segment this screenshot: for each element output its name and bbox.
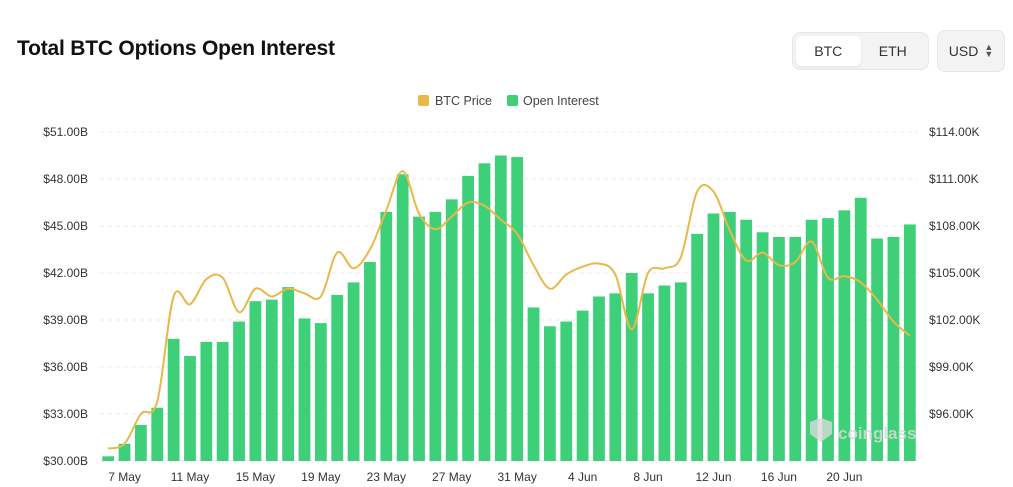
oi-bar <box>527 307 540 461</box>
btc-price-line <box>107 170 911 450</box>
oi-bar <box>871 238 883 461</box>
y-left-tick-label: $33.00B <box>43 407 88 421</box>
oi-bar <box>282 287 295 461</box>
oi-bar <box>691 233 704 461</box>
oi-bar <box>364 262 376 461</box>
oi-bar <box>494 155 507 461</box>
oi-bar <box>723 211 736 461</box>
oi-bar <box>118 443 131 461</box>
oi-bar <box>642 293 654 461</box>
oi-bar <box>331 294 344 461</box>
oi-bar <box>445 199 458 461</box>
oi-bar <box>249 301 262 461</box>
x-tick-label: 7 May <box>108 470 141 484</box>
legend-swatch-open-interest <box>507 95 518 106</box>
currency-value: USD <box>948 43 979 59</box>
x-tick-label: 16 Jun <box>761 470 797 484</box>
y-left-tick-label: $45.00B <box>43 219 88 233</box>
oi-bar <box>903 224 916 461</box>
oi-bar <box>151 407 164 461</box>
oi-bar <box>314 323 327 461</box>
oi-bar <box>560 321 573 461</box>
y-left-tick-label: $51.00B <box>43 125 88 139</box>
oi-bar <box>740 219 753 461</box>
coinglass-logo-icon <box>810 418 832 442</box>
oi-bar <box>429 211 442 461</box>
oi-bar <box>658 285 671 461</box>
oi-bar <box>396 174 409 462</box>
oi-bar <box>135 424 147 461</box>
x-tick-label: 8 Jun <box>633 470 662 484</box>
y-right-tick-label: $108.00K <box>929 219 980 233</box>
oi-bar <box>347 282 360 461</box>
x-tick-label: 27 May <box>432 470 471 484</box>
x-tick-label: 23 May <box>367 470 406 484</box>
y-right-tick-label: $99.00K <box>929 360 974 374</box>
y-left-tick-label: $39.00B <box>43 313 88 327</box>
oi-bar <box>462 175 474 461</box>
oi-bar <box>576 310 589 461</box>
oi-bar <box>838 210 851 461</box>
y-left-tick-label: $42.00B <box>43 266 88 280</box>
x-tick-label: 20 Jun <box>826 470 862 484</box>
oi-bar <box>200 341 213 461</box>
oi-bar <box>298 318 311 461</box>
y-right-tick-label: $111.00K <box>929 172 979 186</box>
oi-bar <box>773 236 785 461</box>
oi-bar <box>854 197 867 462</box>
oi-bar <box>593 296 605 461</box>
oi-bar <box>265 299 278 461</box>
oi-bar <box>674 282 687 461</box>
asset-toggle: BTC ETH <box>792 32 929 70</box>
x-tick-label: 19 May <box>301 470 340 484</box>
oi-bar <box>609 293 622 461</box>
chevron-up-down-icon: ▲ ▼ <box>984 42 994 59</box>
legend-label-open-interest: Open Interest <box>523 94 599 108</box>
oi-bar <box>544 326 556 461</box>
y-left-tick-label: $48.00B <box>43 172 88 186</box>
legend-swatch-btc-price <box>418 95 429 106</box>
oi-bar <box>511 157 524 462</box>
y-right-tick-label: $102.00K <box>929 313 980 327</box>
oi-bar <box>822 218 834 461</box>
y-right-tick-label: $96.00K <box>929 407 974 421</box>
y-right-tick-label: $105.00K <box>929 266 980 280</box>
oi-bar <box>167 338 180 461</box>
x-tick-label: 4 Jun <box>568 470 597 484</box>
currency-select[interactable]: USD ▲ ▼ <box>937 30 1005 72</box>
oi-bar <box>380 211 393 461</box>
oi-bar <box>233 321 245 461</box>
oi-bar <box>789 236 802 461</box>
oi-bar <box>216 341 229 461</box>
oi-bar <box>707 213 720 461</box>
oi-bar <box>413 216 425 461</box>
oi-bar <box>805 219 818 461</box>
watermark-text: coinglass <box>838 424 916 443</box>
x-tick-label: 15 May <box>236 470 275 484</box>
y-left-tick-label: $36.00B <box>43 360 88 374</box>
y-left-tick-label: $30.00B <box>43 454 88 468</box>
y-right-tick-label: $114.00K <box>929 125 980 139</box>
oi-bar <box>887 236 900 461</box>
page-title: Total BTC Options Open Interest <box>17 37 335 60</box>
oi-bar <box>478 163 491 462</box>
oi-bar <box>102 456 115 461</box>
x-tick-label: 11 May <box>171 470 209 484</box>
oi-bar <box>625 273 638 461</box>
oi-bar <box>184 356 196 461</box>
tab-btc[interactable]: BTC <box>796 36 861 66</box>
legend-label-btc-price: BTC Price <box>435 94 492 108</box>
x-tick-label: 12 Jun <box>695 470 731 484</box>
x-tick-label: 31 May <box>498 470 537 484</box>
oi-bar <box>756 232 769 461</box>
tab-eth[interactable]: ETH <box>878 43 907 59</box>
